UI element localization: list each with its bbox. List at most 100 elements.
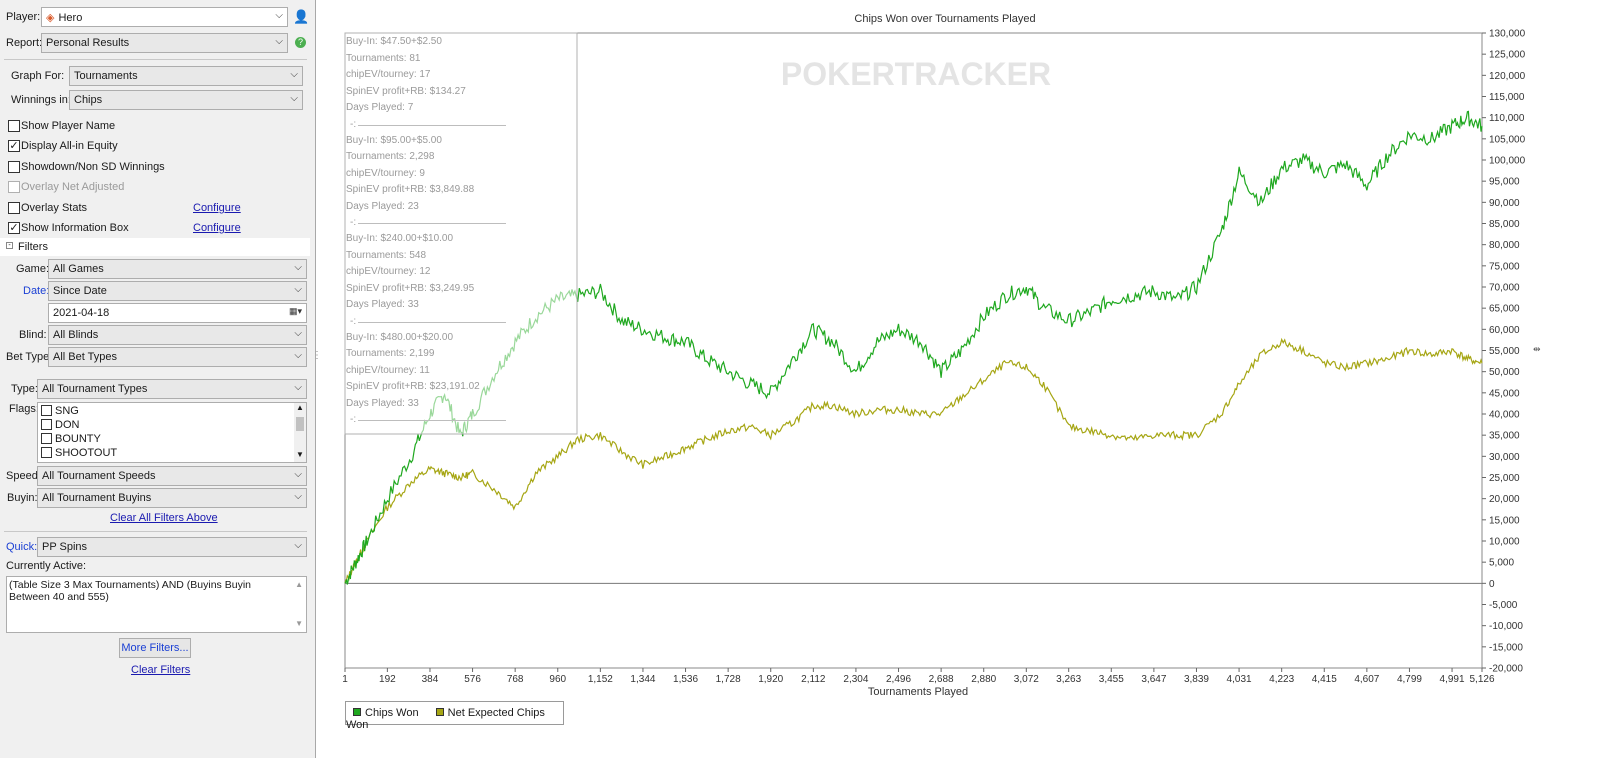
graph-for-select[interactable]: Tournaments ⌵	[69, 66, 303, 86]
chevron-down-icon: ⌵	[290, 69, 298, 80]
x-tick-label: 4,415	[1312, 674, 1337, 685]
x-tick-label: 2,304	[843, 674, 868, 685]
series-line-net-expected-chips-won	[344, 337, 1483, 584]
display-all-in-equity-checkbox[interactable]: ✓	[8, 140, 20, 152]
info-chipev: chipEV/tourney: 11	[346, 364, 430, 376]
flag-bounty-label: BOUNTY	[55, 433, 101, 445]
blind-label: Blind:	[19, 329, 47, 341]
scroll-up-icon[interactable]: ▲	[295, 580, 303, 589]
scroll-thumb[interactable]	[296, 417, 304, 431]
legend-label-net-expected: Net Expected Chips Won	[346, 707, 545, 731]
flag-sng-checkbox[interactable]	[41, 405, 52, 416]
y-tick-label: 25,000	[1489, 473, 1520, 484]
x-tick-label: 1,152	[588, 674, 613, 685]
info-separator: -:	[346, 117, 578, 133]
buyin-select[interactable]: All Tournament Buyins ⌵	[37, 488, 307, 508]
player-select[interactable]: ◈ Hero ⌵	[41, 7, 288, 27]
currently-active-text[interactable]: (Table Size 3 Max Tournaments) AND (Buyi…	[6, 576, 307, 633]
x-tick-label: 4,223	[1269, 674, 1294, 685]
info-group: Buy-In: $240.00+$10.00 Tournaments: 548 …	[346, 231, 578, 330]
configure-overlay-stats-link[interactable]: Configure	[193, 202, 241, 214]
winnings-label: Winnings in:	[11, 94, 71, 106]
flag-bounty-checkbox[interactable]	[41, 433, 52, 444]
info-separator-text: -:	[350, 217, 357, 228]
collapse-icon[interactable]: -	[6, 242, 13, 249]
chart-panel: Chips Won over Tournaments Played POKERT…	[318, 0, 1600, 758]
game-select[interactable]: All Games ⌵	[48, 259, 307, 279]
showdown-checkbox[interactable]	[8, 161, 20, 173]
chevron-down-icon: ⌵	[294, 284, 302, 295]
bet-type-select[interactable]: All Bet Types ⌵	[48, 347, 307, 367]
calendar-icon[interactable]: ▦▾	[288, 306, 302, 316]
graph-for-label: Graph For:	[11, 70, 65, 82]
player-diamond-icon: ◈	[46, 12, 55, 24]
clear-all-filters-above-link[interactable]: Clear All Filters Above	[110, 512, 218, 524]
show-player-name-checkbox[interactable]	[8, 120, 20, 132]
x-tick-label: 1,536	[673, 674, 698, 685]
flag-don-checkbox[interactable]	[41, 419, 52, 430]
info-days: Days Played: 33	[346, 397, 419, 409]
scroll-down-icon[interactable]: ▼	[296, 450, 304, 459]
quick-value: PP Spins	[42, 541, 88, 553]
info-separator-text: -:	[350, 315, 357, 327]
filters-header[interactable]	[0, 238, 310, 256]
help-icon[interactable]: ?	[295, 37, 306, 48]
info-days: Days Played: 33	[346, 299, 419, 310]
overlay-stats-checkbox[interactable]	[8, 202, 20, 214]
y-tick-label: 75,000	[1489, 261, 1520, 272]
info-tournaments: Tournaments: 548	[346, 249, 427, 261]
date-select[interactable]: Since Date ⌵	[48, 281, 307, 301]
blind-value: All Blinds	[53, 329, 99, 341]
x-tick-label: 960	[549, 674, 566, 685]
info-spinev: SpinEV profit+RB: $134.27	[346, 85, 466, 97]
x-tick-label: 3,647	[1141, 674, 1166, 685]
winnings-value: Chips	[74, 94, 103, 106]
chevron-down-icon: ⌵	[275, 36, 283, 47]
show-information-box-checkbox[interactable]: ✓	[8, 222, 20, 234]
info-spinev: SpinEV profit+RB: $23,191.02	[346, 381, 480, 392]
report-select[interactable]: Personal Results ⌵	[41, 33, 288, 53]
y-tick-label: 60,000	[1489, 325, 1520, 336]
scroll-up-icon[interactable]: ▲	[296, 403, 304, 412]
configure-info-box-link[interactable]: Configure	[193, 222, 241, 234]
info-group: Buy-In: $480.00+$20.00 Tournaments: 2,19…	[346, 330, 578, 429]
info-chipev: chipEV/tourney: 17	[346, 69, 431, 80]
date-input-value: 2021-04-18	[53, 307, 110, 319]
info-separator-text: -:	[350, 118, 357, 130]
y-tick-label: 120,000	[1489, 71, 1526, 82]
divider	[4, 531, 307, 532]
y-tick-label: 125,000	[1489, 50, 1526, 61]
flag-shootout-checkbox[interactable]	[41, 447, 52, 458]
chips-won-chart: Chips Won over Tournaments Played POKERT…	[342, 13, 1541, 698]
buyin-value: All Tournament Buyins	[42, 492, 152, 504]
y-tick-label: 110,000	[1489, 113, 1525, 124]
info-separator: -:	[346, 412, 578, 428]
type-select[interactable]: All Tournament Types ⌵	[37, 379, 307, 399]
splitter-handle[interactable]: ⋮	[312, 350, 322, 361]
speed-select[interactable]: All Tournament Speeds ⌵	[37, 466, 307, 486]
blind-select[interactable]: All Blinds ⌵	[48, 325, 307, 345]
date-label[interactable]: Date:	[23, 285, 50, 297]
player-person-icon[interactable]: 👤	[293, 9, 310, 24]
y-tick-label: 130,000	[1489, 29, 1526, 40]
info-tournaments: Tournaments: 81	[346, 52, 421, 64]
winnings-select[interactable]: Chips ⌵	[69, 90, 303, 110]
date-input[interactable]: 2021-04-18 ▦▾	[48, 303, 307, 323]
scroll-down-icon[interactable]: ▼	[295, 619, 303, 628]
resize-handle-icon[interactable]: ⇹	[1533, 344, 1541, 354]
more-filters-button[interactable]: More Filters...	[119, 638, 191, 658]
x-tick-label: 3,839	[1184, 674, 1209, 685]
chevron-down-icon: ⌵	[294, 540, 302, 551]
x-tick-label: 2,496	[886, 674, 911, 685]
y-tick-label: 45,000	[1489, 388, 1520, 399]
overlay-net-adjusted-checkbox	[8, 181, 20, 193]
y-tick-label: 50,000	[1489, 367, 1520, 378]
quick-select[interactable]: PP Spins ⌵	[37, 537, 307, 557]
info-tournaments: Tournaments: 2,199	[346, 348, 435, 359]
y-tick-label: -10,000	[1489, 621, 1523, 632]
clear-filters-link[interactable]: Clear Filters	[131, 664, 191, 676]
flags-scrollbar[interactable]: ▲ ▼	[294, 403, 306, 462]
quick-label[interactable]: Quick:	[6, 541, 38, 553]
y-tick-label: 30,000	[1489, 452, 1520, 463]
flag-sng-label: SNG	[55, 405, 79, 417]
